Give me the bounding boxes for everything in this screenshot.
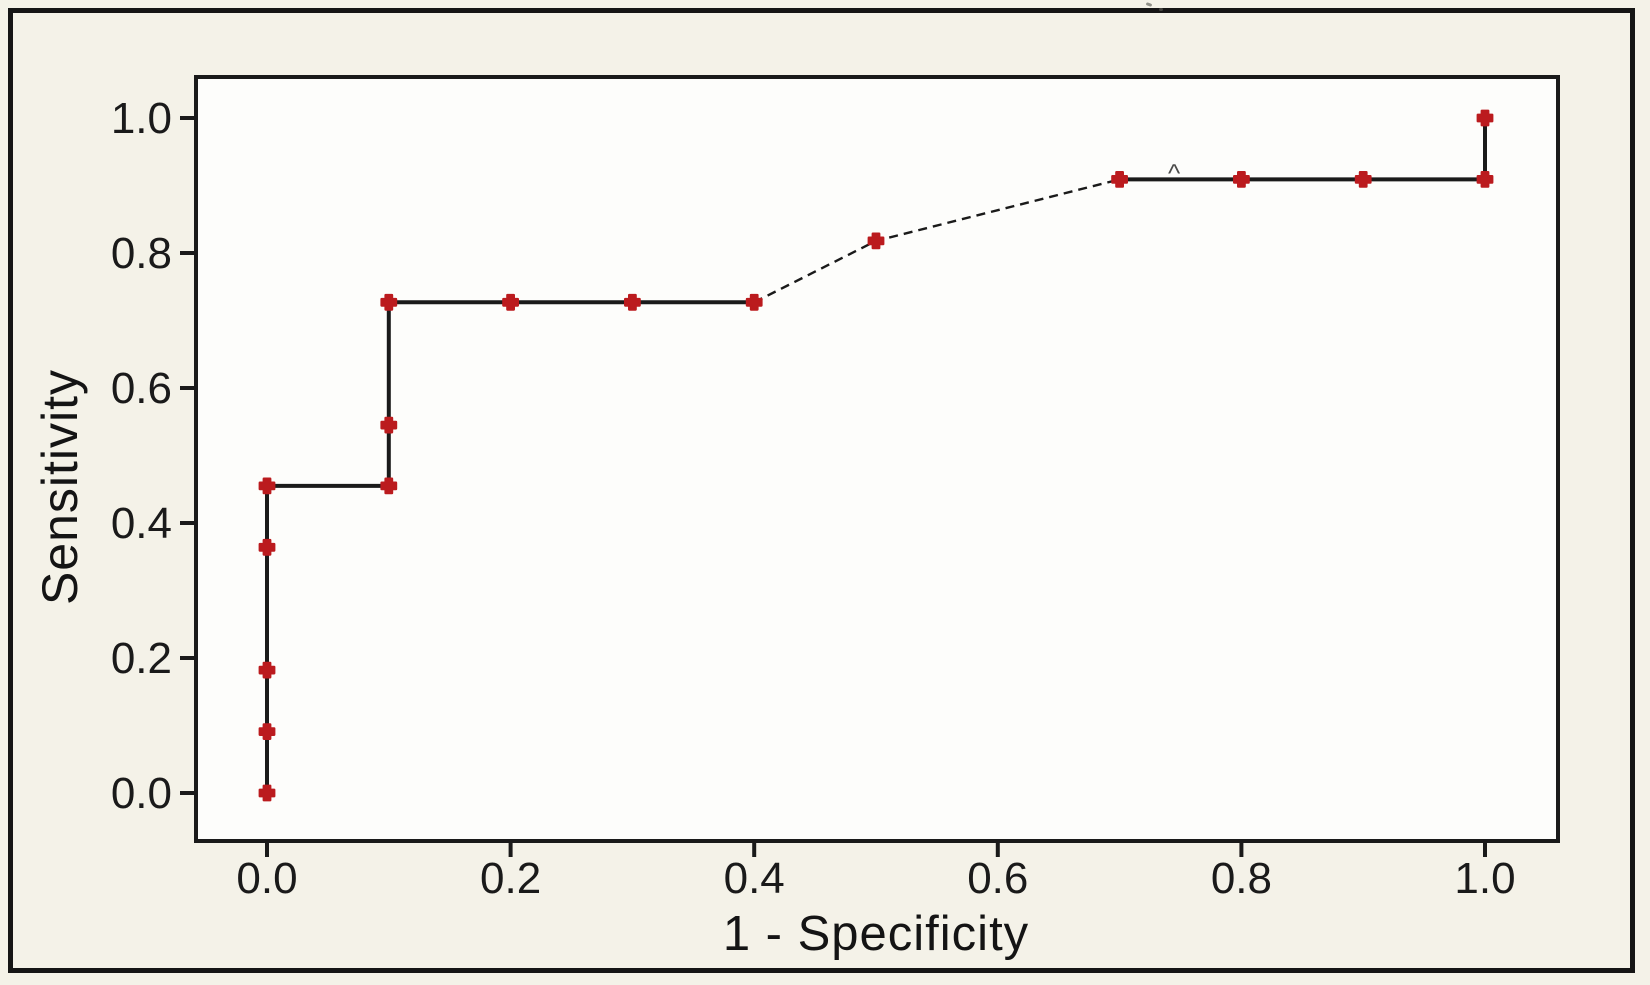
- x-tick-label: 0.8: [1211, 854, 1272, 903]
- roc-point-marker: [258, 723, 276, 740]
- y-tick-label: 0.0: [111, 769, 172, 818]
- roc-point-marker: [258, 784, 276, 802]
- roc-point-marker: [502, 293, 520, 311]
- roc-point-marker: [624, 293, 641, 311]
- roc-point-marker: [1233, 170, 1250, 188]
- scan-caret-artifact: ^: [1168, 158, 1181, 188]
- roc-point-marker: [867, 232, 885, 250]
- x-tick-label: 0.2: [480, 854, 541, 903]
- y-axis-title: Sensitivity: [32, 368, 88, 606]
- roc-point-marker: [258, 477, 276, 495]
- y-tick-label: 0.8: [111, 229, 172, 278]
- plot-area: [194, 75, 1560, 843]
- x-tick-label: 0.6: [967, 854, 1028, 903]
- y-tick-label: 0.2: [111, 634, 172, 683]
- roc-point-marker: [380, 293, 398, 311]
- roc-point-marker: [1476, 170, 1494, 188]
- y-tick-label: 1.0: [111, 94, 172, 143]
- scan-speck-artifact: [1159, 8, 1163, 11]
- y-tick-label: 0.6: [111, 364, 172, 413]
- roc-point-marker: [1476, 109, 1494, 127]
- roc-point-marker: [258, 538, 276, 556]
- x-tick-label: 0.0: [236, 854, 297, 903]
- x-axis-title: 1 - Specificity: [722, 907, 1030, 961]
- y-tick-label: 0.4: [111, 499, 172, 548]
- x-tick-label: 0.4: [724, 854, 785, 903]
- roc-point-marker: [745, 293, 763, 311]
- roc-point-marker: [258, 661, 276, 679]
- roc-point-marker: [380, 416, 398, 434]
- x-tick-label: 1.0: [1454, 854, 1515, 903]
- roc-point-marker: [1111, 170, 1128, 188]
- roc-point-marker: [380, 477, 398, 495]
- roc-point-marker: [1354, 170, 1372, 188]
